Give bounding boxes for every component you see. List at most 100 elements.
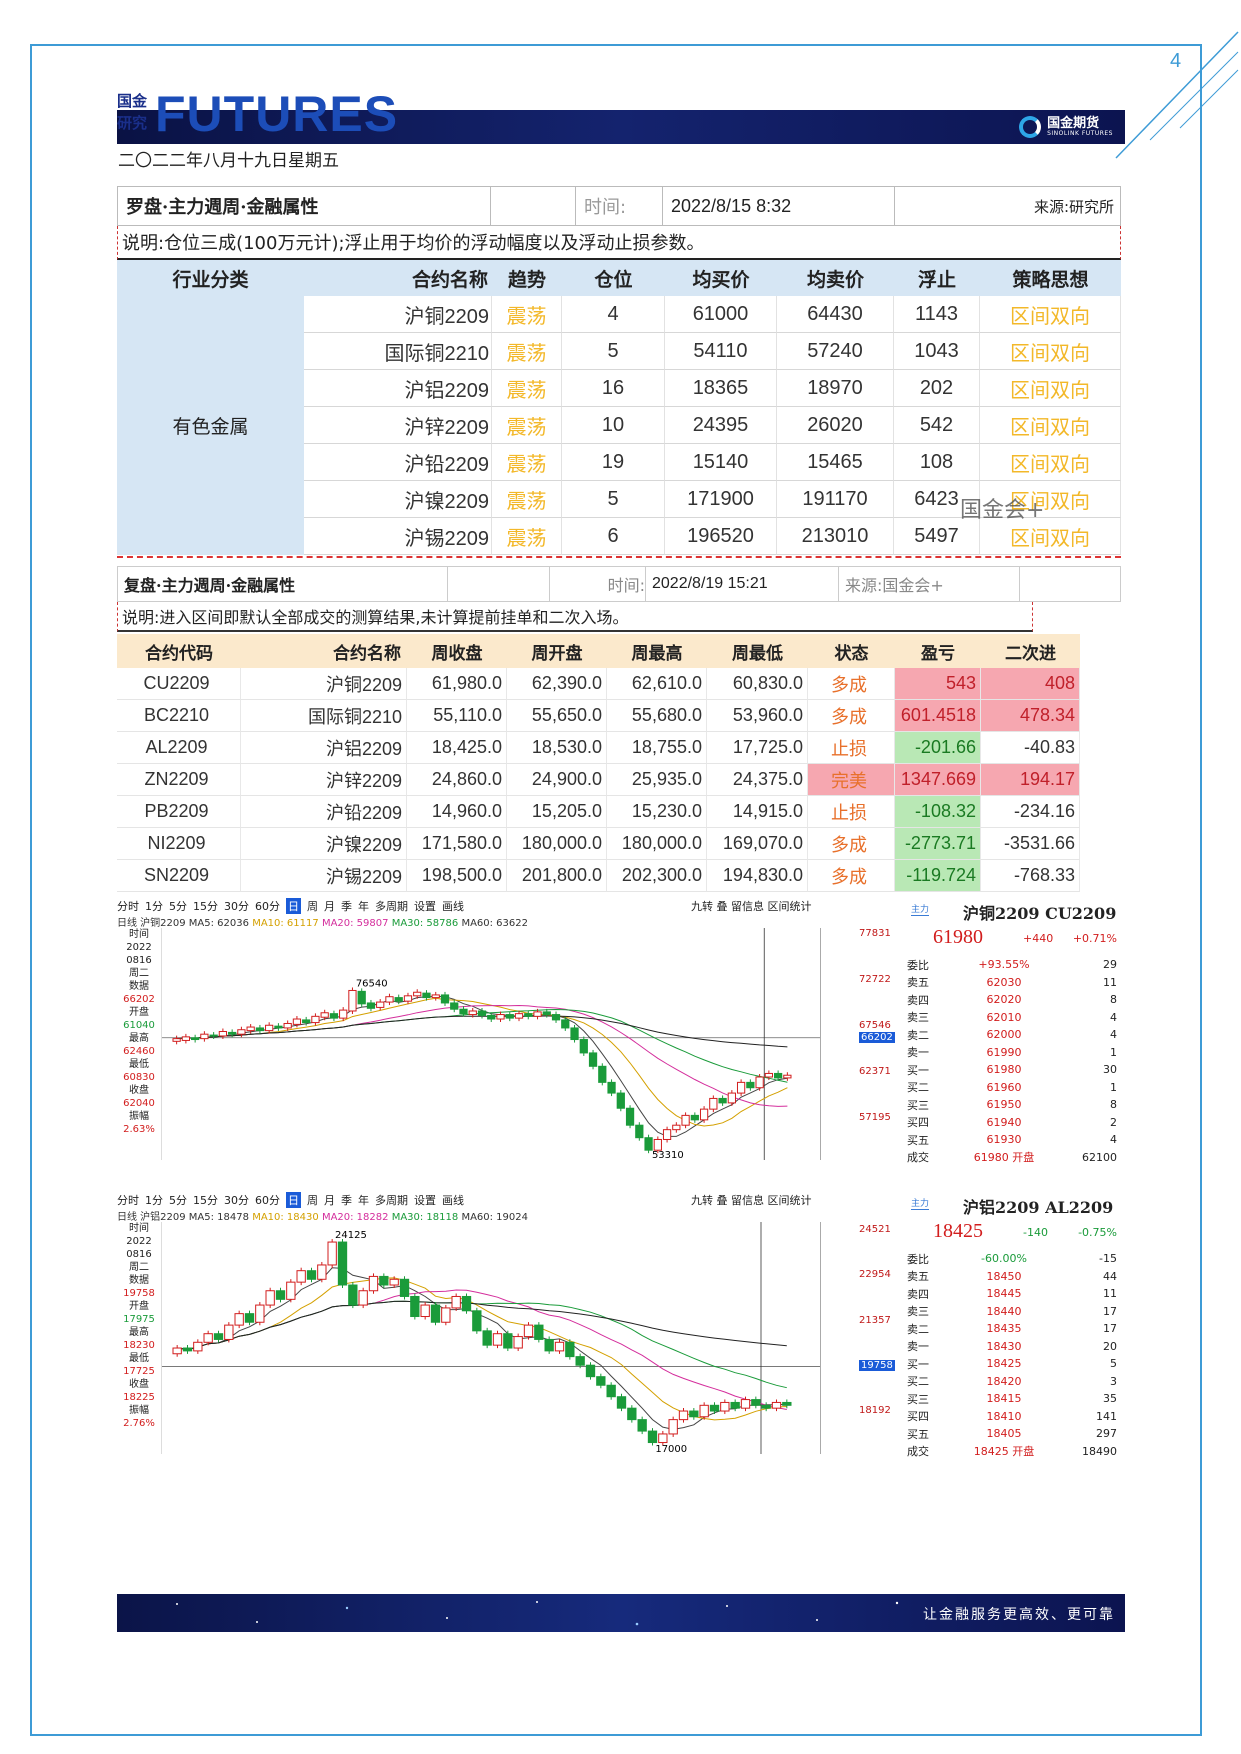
period-tab[interactable]: 设置 [414, 900, 436, 913]
candle [329, 1013, 339, 1019]
header-band [117, 110, 1125, 144]
book-volume: 20 [1103, 1339, 1117, 1353]
compass-cell-pos: 19 [562, 444, 665, 481]
time-label: 时间: [576, 187, 663, 225]
period-tab[interactable]: 多周期 [375, 1194, 408, 1207]
period-tab[interactable]: 周 [307, 900, 318, 913]
candle [311, 1015, 320, 1024]
book-volume: 8 [1110, 1098, 1117, 1112]
period-tab[interactable]: 周 [307, 1194, 318, 1207]
info-item: 17725 [123, 1366, 155, 1377]
period-tab[interactable]: 画线 [442, 1194, 464, 1207]
book-volume: 4 [1110, 1010, 1117, 1024]
compass-cell-sell: 64430 [777, 296, 894, 333]
order-book: 委比 +93.55% 29 卖五 62030 11 卖四 62020 8 卖三 62010 4 卖二 62… [903, 956, 1121, 1166]
candle [265, 1290, 275, 1306]
order-book-row: 买一 61980 30 [903, 1061, 1121, 1079]
book-price: +93.55% [978, 958, 1030, 972]
order-book-row: 买二 18420 3 [903, 1373, 1121, 1391]
candle [348, 989, 357, 1012]
period-tab[interactable]: 年 [358, 900, 369, 913]
candle [751, 1399, 761, 1406]
quote-title: 沪铝2209 AL2209 [963, 1198, 1114, 1217]
period-tab[interactable]: 年 [358, 1194, 369, 1207]
book-volume: -15 [1099, 1252, 1117, 1266]
review-cell-status: 止损 [808, 796, 895, 828]
book-volume: 4 [1110, 1028, 1117, 1042]
period-tab[interactable]: 季 [341, 1194, 352, 1207]
period-tab[interactable]: 5分 [169, 900, 187, 913]
y-tick-label: 67546 [859, 1019, 891, 1031]
period-tab[interactable]: 日 [286, 1192, 301, 1208]
period-tab[interactable]: 60分 [255, 900, 280, 913]
compass-cell-strategy: 区间双向 [980, 481, 1121, 518]
compass-col-header: 浮止 [894, 260, 980, 296]
period-tab[interactable]: 画线 [442, 900, 464, 913]
period-tab[interactable]: 月 [324, 900, 335, 913]
book-price: 18430 [986, 1339, 1022, 1353]
candle [200, 1033, 209, 1040]
period-tab[interactable]: 多周期 [375, 900, 408, 913]
period-tab[interactable]: 15分 [193, 900, 218, 913]
candle [514, 1013, 524, 1019]
candle [320, 1012, 329, 1018]
compass-cell-sell: 191170 [777, 481, 894, 518]
period-tab[interactable]: 1分 [145, 900, 163, 913]
candle [172, 1038, 181, 1042]
period-tab[interactable]: 30分 [224, 900, 249, 913]
period-tab[interactable]: 30分 [224, 1194, 249, 1207]
period-tab[interactable]: 设置 [414, 1194, 436, 1207]
period-tab[interactable]: 月 [324, 1194, 335, 1207]
info-item: 60830 [123, 1072, 155, 1083]
candle [635, 1124, 644, 1139]
chart-tools[interactable]: 九转 叠 留信息 区间统计 [691, 900, 812, 913]
ma-20-line [176, 1004, 788, 1107]
candle [647, 1430, 658, 1444]
order-book-row: 卖一 61990 1 [903, 1044, 1121, 1062]
book-price: 18420 [986, 1374, 1022, 1388]
review-cell-open: 18,530.0 [507, 732, 607, 764]
order-book-row: 卖四 62020 8 [903, 991, 1121, 1009]
book-price: 18410 [986, 1409, 1022, 1423]
info-item: 振幅 [129, 1405, 149, 1416]
compass-cell-pos: 6 [562, 518, 665, 555]
candle [399, 1278, 410, 1297]
candle [339, 1009, 348, 1019]
compass-cell-sell: 18970 [777, 370, 894, 407]
candle [451, 1295, 461, 1309]
compass-cell-name: 沪锌2209 [304, 407, 492, 444]
period-tab[interactable]: 15分 [193, 1194, 218, 1207]
order-book-row: 卖三 18440 17 [903, 1303, 1121, 1321]
period-tab[interactable]: 1分 [145, 1194, 163, 1207]
info-item: 最低 [129, 1059, 149, 1070]
candle [368, 1275, 379, 1292]
period-tab[interactable]: 60分 [255, 1194, 280, 1207]
period-tab[interactable]: 5分 [169, 1194, 187, 1207]
candle [596, 1376, 606, 1386]
review-cell-name: 沪铅2209 [241, 796, 407, 828]
period-toolbar: 分时 1分 5分 15分 30分 60分日周月季年多周期 设置 画线 [117, 1192, 857, 1208]
candle [727, 1092, 736, 1104]
chart-tools[interactable]: 九转 叠 留信息 区间统计 [691, 1194, 812, 1207]
candle [598, 1065, 607, 1083]
period-tab[interactable]: 分时 [117, 900, 139, 913]
book-label: 委比 [907, 958, 929, 972]
review-cell-name: 沪锌2209 [241, 764, 407, 796]
review-cell-name: 沪铝2209 [241, 732, 407, 764]
info-item: 2022 [126, 942, 152, 953]
aluminum-kline-panel: 分时 1分 5分 15分 30分 60分日周月季年多周期 设置 画线 九转 叠 留信息 区间统计… [117, 1192, 1121, 1464]
period-tab[interactable]: 分时 [117, 1194, 139, 1207]
book-price: -60.00% [981, 1252, 1027, 1266]
review-cell-status: 多成 [808, 828, 895, 860]
period-tab[interactable]: 季 [341, 900, 352, 913]
page-number: 4 [1170, 50, 1182, 72]
compass-col-header: 合约名称 [304, 260, 492, 296]
review-cell-close: 24,860.0 [407, 764, 507, 796]
info-item: 开盘 [129, 1007, 149, 1018]
candle [761, 1404, 771, 1409]
book-label: 委比 [907, 1252, 929, 1266]
y-axis: 77831 72722 67546 66202 62371 57195 [857, 928, 901, 1160]
compass-cell-buy: 15140 [665, 444, 777, 481]
period-tab[interactable]: 日 [286, 898, 301, 914]
candle [358, 1290, 368, 1306]
